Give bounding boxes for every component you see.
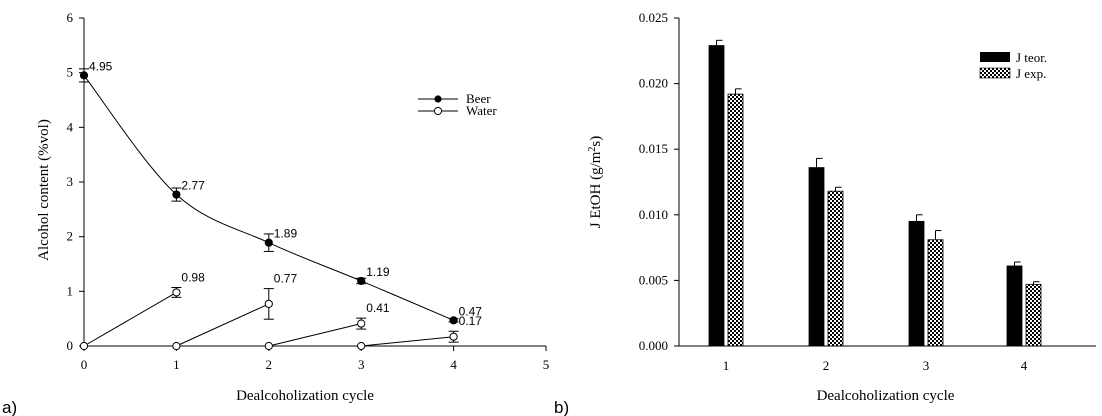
water-data-point — [357, 319, 366, 328]
j-exp-bar — [927, 239, 944, 347]
water-data-label: 0.17 — [459, 314, 483, 328]
water-series-segment — [83, 291, 177, 347]
water-series-segment — [176, 303, 270, 347]
legend-j-teor-swatch — [980, 52, 1010, 62]
x-tick-label: 0 — [81, 357, 88, 372]
water-data-point — [357, 341, 366, 351]
j-teor-bar — [908, 220, 925, 347]
beer-data-point — [264, 238, 273, 247]
water-data-point — [79, 341, 89, 351]
y-tick-label: 0.015 — [639, 141, 668, 156]
beer-series-line — [83, 75, 454, 321]
y-tick-label: 0.000 — [639, 338, 668, 353]
y-tick-label: 0.010 — [639, 207, 668, 222]
x-tick-label: 1 — [723, 358, 730, 373]
legend-j-teor-label: J teor. — [1016, 50, 1047, 65]
j-teor-bar — [1006, 265, 1023, 347]
beer-data-point — [172, 190, 181, 199]
y-tick-label: 3 — [67, 174, 74, 189]
water-series-segment — [361, 336, 454, 347]
j-exp-bar — [1025, 283, 1042, 347]
legend-beer-label: Beer — [466, 91, 491, 106]
water-data-label: 0.98 — [181, 271, 205, 285]
beer-data-label: 4.95 — [89, 59, 113, 73]
legend-water-marker — [433, 106, 443, 116]
x-axis-title: Dealcoholization cycle — [236, 388, 374, 404]
y-tick-label: 5 — [67, 65, 74, 80]
beer-data-point — [449, 316, 458, 325]
beer-data-label: 0.47 — [459, 304, 483, 318]
water-data-label: 0.41 — [366, 301, 390, 315]
x-tick-label: 1 — [173, 357, 180, 372]
y-axis-title: J EtOH (g/m2s) — [587, 136, 604, 229]
y-tick-label: 4 — [67, 119, 74, 134]
y-axis-title: Alcohol content (%vol) — [36, 119, 52, 261]
legend-beer-marker — [434, 95, 442, 103]
x-tick-label: 5 — [543, 357, 550, 372]
y-tick-label: 0.025 — [639, 10, 668, 25]
panel-label-b: b) — [554, 398, 569, 416]
x-tick-label: 2 — [823, 358, 830, 373]
y-tick-label: 0.020 — [639, 76, 668, 91]
j-teor-bar — [808, 167, 825, 347]
water-data-point — [264, 341, 273, 351]
panel-label-a: a) — [2, 398, 17, 416]
beer-data-label: 1.19 — [366, 265, 390, 279]
y-tick-label: 2 — [67, 229, 74, 244]
y-tick-label: 6 — [67, 10, 74, 25]
water-data-point — [172, 288, 181, 297]
water-data-label: 0.77 — [274, 272, 298, 286]
beer-data-point — [357, 276, 366, 286]
j-exp-bar — [727, 93, 744, 347]
beer-data-point — [79, 71, 89, 80]
legend-j-exp-label: J exp. — [1016, 66, 1046, 81]
x-tick-label: 3 — [923, 358, 930, 373]
water-data-point — [449, 332, 458, 341]
water-data-point — [172, 341, 181, 351]
water-data-point — [264, 299, 273, 309]
x-tick-label: 2 — [266, 357, 273, 372]
beer-data-label: 1.89 — [274, 227, 298, 241]
y-tick-label: 0.005 — [639, 272, 668, 287]
x-tick-label: 4 — [450, 357, 457, 372]
j-exp-bar — [827, 190, 844, 347]
x-axis-title: Dealcoholization cycle — [817, 388, 955, 404]
x-tick-label: 3 — [358, 357, 365, 372]
y-tick-label: 1 — [67, 283, 74, 298]
j-teor-bar — [708, 45, 725, 347]
alcohol-content-line-chart: 0 1 2 3 4 5 6 0 1 2 3 4 5 Dealcoholization cycle Alcoh… — [36, 10, 549, 404]
y-tick-label: 0 — [67, 338, 74, 353]
legend-water-label: Water — [466, 103, 497, 118]
legend-j-exp-swatch — [979, 67, 1011, 79]
water-series-segment — [268, 323, 362, 347]
beer-data-label: 2.77 — [181, 179, 205, 193]
x-tick-label: 4 — [1021, 358, 1028, 373]
ethanol-flux-bar-chart: 0.000 0.005 0.010 0.015 0.020 0.025 1 2 3 4 Dealco… — [587, 10, 1096, 404]
